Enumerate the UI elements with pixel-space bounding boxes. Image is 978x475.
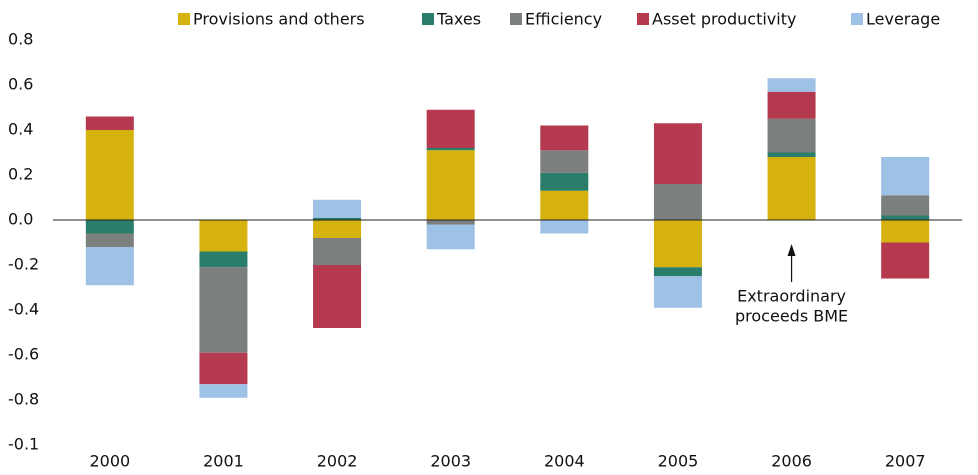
y-tick-label: -0.2: [8, 255, 39, 274]
legend-swatch: [422, 13, 434, 25]
bar-segment: [881, 195, 930, 216]
bar-segment: [199, 352, 248, 385]
bar-segment: [540, 125, 589, 151]
bar-segment: [653, 220, 702, 268]
bar-segment: [313, 217, 362, 220]
legend-swatch: [637, 13, 649, 25]
bar-segment: [881, 242, 930, 279]
legend-swatch: [851, 13, 863, 25]
x-tick-label: 2002: [317, 452, 358, 471]
annotation: proceeds BME: [735, 307, 848, 326]
x-tick-label: 2001: [203, 452, 244, 471]
bar-segment: [653, 276, 702, 308]
bar-segment: [881, 157, 930, 196]
bar-segment: [313, 265, 362, 328]
legend-label: Provisions and others: [193, 10, 365, 29]
y-tick-label: 0.0: [8, 210, 33, 229]
y-tick-label: -0.8: [8, 390, 39, 409]
bar-segment: [540, 220, 589, 234]
bar-segment: [313, 199, 362, 218]
bar-segment: [426, 109, 475, 148]
bar-segment: [767, 157, 816, 220]
x-tick-label: 2006: [771, 452, 812, 471]
bar-segment: [199, 220, 248, 252]
bar-segment: [767, 152, 816, 157]
bar-segment: [199, 384, 248, 398]
y-tick-label: 0.6: [8, 75, 33, 94]
y-tick-label: -0.6: [8, 345, 39, 364]
legend-label: Asset productivity: [652, 10, 796, 29]
bar-segment: [540, 150, 589, 173]
y-tick-label: -0.1: [8, 435, 39, 454]
x-tick-label: 2007: [885, 452, 926, 471]
x-tick-label: 2005: [658, 452, 699, 471]
bar-segment: [767, 78, 816, 92]
bar-segment: [540, 172, 589, 191]
x-tick-label: 2004: [544, 452, 585, 471]
bar-segment: [653, 267, 702, 277]
x-tick-label: 2003: [430, 452, 471, 471]
legend-swatch: [178, 13, 190, 25]
annotation-arrowhead: [787, 244, 796, 256]
bar-segment: [199, 251, 248, 268]
bar-segment: [653, 123, 702, 184]
bar-segment: [313, 220, 362, 238]
bar-segment: [881, 220, 930, 243]
y-tick-label: 0.4: [8, 120, 33, 139]
bar-segment: [85, 247, 134, 286]
bar-segment: [85, 220, 134, 234]
bar-segment: [767, 118, 816, 153]
bar-segment: [313, 238, 362, 265]
bar-segment: [85, 130, 134, 220]
y-tick-label: 0.2: [8, 165, 33, 184]
legend-label: Leverage: [866, 10, 940, 29]
bar-segment: [540, 190, 589, 220]
bar-segment: [85, 116, 134, 130]
bar-segment: [426, 148, 475, 151]
bar-segment: [426, 224, 475, 250]
legend-swatch: [510, 13, 522, 25]
x-tick-label: 2000: [89, 452, 130, 471]
bar-segment: [426, 220, 475, 225]
y-tick-label: -0.4: [8, 300, 39, 319]
bar-segment: [767, 91, 816, 119]
bar-segment: [85, 233, 134, 247]
legend-label: Efficiency: [525, 10, 602, 29]
y-tick-label: 0.8: [8, 30, 33, 49]
bar-segment: [199, 267, 248, 353]
bar-segment: [653, 184, 702, 220]
bar-segment: [426, 150, 475, 220]
bar-segment: [881, 215, 930, 220]
annotation: Extraordinary: [737, 287, 846, 306]
legend-label: Taxes: [436, 10, 481, 29]
